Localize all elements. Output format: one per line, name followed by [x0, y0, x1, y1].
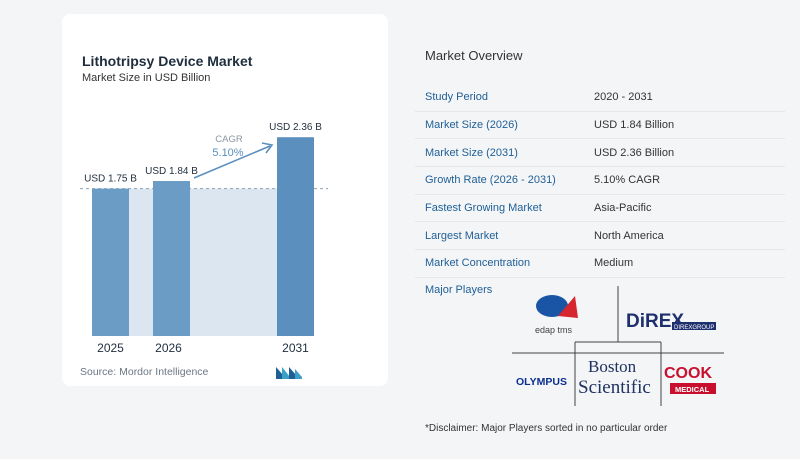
- table-row: Study Period 2020 - 2031: [415, 84, 785, 112]
- cagr-arrow-head-icon: [261, 142, 274, 154]
- row-key: Fastest Growing Market: [425, 202, 542, 215]
- table-row: Fastest Growing Market Asia-Pacific: [415, 195, 785, 223]
- row-key: Largest Market: [425, 229, 499, 242]
- table-row: Market Concentration Medium: [415, 250, 785, 278]
- scientific-text: Scientific: [578, 377, 651, 398]
- x-tick-label: 2031: [282, 341, 309, 355]
- cook-bar: [670, 383, 716, 394]
- row-key: Growth Rate (2026 - 2031): [425, 174, 556, 187]
- chart-title: Lithotripsy Device Market: [82, 53, 253, 69]
- cagr-value: 5.10%: [212, 147, 243, 159]
- edap-tms-logo: edap tms: [535, 295, 578, 335]
- data-label: USD 2.36 B: [269, 122, 322, 133]
- table-row: Largest Market North America: [415, 222, 785, 251]
- direx-bar: [672, 322, 716, 330]
- row-key: Market Size (2031): [425, 146, 518, 159]
- chart-subtitle: Market Size in USD Billion: [82, 72, 211, 84]
- row-value: USD 1.84 Billion: [594, 119, 675, 132]
- major-players-title: Major Players: [425, 284, 493, 296]
- source-text: Source: Mordor Intelligence: [80, 366, 209, 378]
- direx-text: DiREX: [626, 311, 684, 332]
- row-value: Asia-Pacific: [594, 202, 652, 215]
- edap-text: edap tms: [535, 325, 573, 335]
- row-key: Market Concentration: [425, 257, 531, 270]
- market-overview-title: Market Overview: [425, 48, 523, 63]
- bar-2025: [92, 188, 129, 336]
- row-key: Study Period: [425, 91, 488, 104]
- row-value: Medium: [594, 257, 634, 270]
- bar-chart: USD 1.75 B 2025 USD 1.84 B 2026 USD 2.36 B 20…: [80, 122, 328, 355]
- row-value: 5.10% CAGR: [594, 174, 661, 187]
- bar-2026: [153, 181, 190, 336]
- boston-scientific-logo: Boston Scientific: [578, 357, 651, 398]
- data-label: USD 1.84 B: [145, 166, 198, 177]
- olympus-logo: OLYMPUS: [516, 376, 567, 388]
- data-label: USD 1.75 B: [84, 174, 137, 185]
- overview-table: Study Period 2020 - 2031 Market Size (20…: [415, 84, 785, 278]
- cook-medical-logo: COOK MEDICAL: [664, 365, 716, 394]
- table-row: Market Size (2026) USD 1.84 Billion: [415, 112, 785, 140]
- cook-text: COOK: [664, 365, 712, 382]
- direx-subtext: DIREXGROUP: [674, 325, 714, 331]
- row-value: 2020 - 2031: [594, 91, 653, 104]
- boston-text: Boston: [588, 357, 637, 376]
- x-tick-label: 2025: [97, 341, 124, 355]
- cagr-arrow: [193, 145, 271, 179]
- row-key: Market Size (2026): [425, 119, 518, 132]
- x-tick-label: 2026: [155, 341, 182, 355]
- edap-globe-icon: [536, 295, 568, 317]
- row-value: North America: [594, 229, 664, 242]
- edap-triangle-icon: [558, 296, 578, 318]
- reference-band: [129, 188, 277, 336]
- direx-logo: DiREX DIREXGROUP: [626, 311, 716, 332]
- bar-2031: [277, 137, 314, 336]
- cook-subtext: MEDICAL: [675, 385, 710, 394]
- mordor-logo-icon: [276, 367, 302, 379]
- table-row: Market Size (2031) USD 2.36 Billion: [415, 139, 785, 168]
- cagr-label: CAGR: [215, 134, 243, 145]
- disclaimer-text: *Disclaimer: Major Players sorted in no …: [425, 423, 668, 434]
- row-value: USD 2.36 Billion: [594, 146, 675, 159]
- table-row: Growth Rate (2026 - 2031) 5.10% CAGR: [415, 167, 785, 195]
